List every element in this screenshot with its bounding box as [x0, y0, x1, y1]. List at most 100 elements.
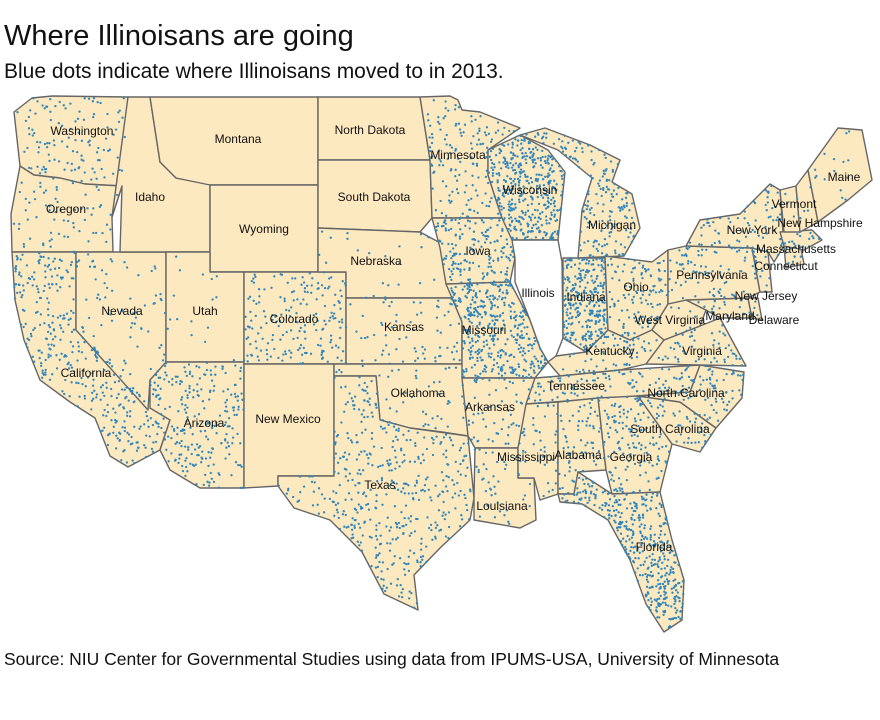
migration-dot	[408, 597, 411, 600]
migration-dot	[681, 384, 684, 388]
migration-dot	[536, 341, 540, 344]
migration-dot	[640, 272, 643, 275]
migration-dot	[469, 353, 472, 356]
migration-dot	[357, 491, 360, 494]
migration-dot	[579, 491, 582, 494]
migration-dot	[524, 369, 527, 372]
migration-dot	[592, 454, 595, 457]
migration-dot	[624, 468, 627, 471]
migration-dot	[598, 319, 601, 322]
migration-dot	[408, 590, 411, 593]
migration-dot	[396, 488, 400, 491]
migration-dot	[47, 323, 50, 327]
migration-dot	[449, 302, 452, 305]
migration-dot	[631, 386, 634, 389]
migration-dot	[647, 480, 650, 483]
migration-dot	[391, 563, 394, 566]
migration-dot	[507, 520, 510, 523]
migration-dot	[537, 364, 540, 367]
migration-dot	[583, 215, 586, 219]
migration-dot	[519, 229, 522, 232]
migration-dot	[489, 226, 492, 229]
migration-dot	[632, 560, 635, 563]
migration-dot	[754, 219, 757, 222]
migration-dot	[351, 533, 354, 536]
migration-dot	[299, 490, 302, 494]
migration-dot	[121, 308, 124, 312]
migration-dot	[726, 403, 729, 407]
migration-dot	[556, 209, 559, 212]
migration-dot	[653, 545, 657, 548]
migration-dot	[465, 296, 469, 299]
migration-dot	[596, 284, 600, 288]
migration-dot	[338, 320, 341, 323]
migration-dot	[504, 165, 508, 169]
migration-dot	[18, 283, 21, 286]
migration-dot	[166, 327, 169, 330]
migration-dot	[584, 451, 587, 454]
migration-dot	[21, 253, 24, 256]
migration-dot	[639, 448, 643, 451]
migration-dot	[129, 390, 132, 393]
migration-dot	[154, 267, 157, 270]
migration-dot	[553, 213, 557, 216]
migration-dot	[633, 313, 636, 316]
migration-dot	[502, 178, 506, 182]
migration-dot	[451, 272, 454, 276]
migration-dot	[78, 395, 81, 398]
migration-dot	[637, 337, 640, 340]
migration-dot	[581, 147, 584, 150]
migration-dot	[154, 420, 157, 423]
migration-dot	[511, 146, 514, 149]
migration-dot	[687, 386, 691, 389]
migration-dot	[106, 410, 110, 414]
migration-dot	[188, 370, 192, 373]
migration-dot	[649, 527, 652, 531]
migration-dot	[577, 420, 581, 423]
migration-dot	[708, 291, 711, 294]
migration-dot	[48, 325, 52, 329]
migration-dot	[254, 340, 257, 343]
migration-dot	[37, 260, 40, 263]
migration-dot	[504, 296, 507, 299]
migration-dot	[633, 266, 637, 269]
migration-dot	[616, 490, 619, 493]
migration-dot	[584, 262, 588, 265]
migration-dot	[619, 523, 622, 526]
migration-dot	[548, 222, 551, 225]
migration-dot	[588, 319, 591, 322]
migration-dot	[39, 313, 43, 316]
migration-dot	[621, 490, 624, 493]
migration-dot	[455, 304, 459, 308]
migration-dot	[686, 441, 690, 444]
migration-dot	[667, 580, 671, 583]
migration-dot	[759, 275, 762, 278]
migration-dot	[381, 282, 385, 285]
migration-dot	[473, 301, 476, 304]
migration-dot	[641, 276, 644, 280]
migration-dot	[570, 323, 573, 326]
migration-dot	[669, 571, 672, 574]
migration-dot	[566, 400, 569, 403]
migration-dot	[446, 402, 449, 405]
migration-dot	[609, 257, 613, 261]
migration-dot	[210, 426, 214, 430]
migration-dot	[581, 279, 584, 282]
migration-dot	[232, 358, 236, 362]
migration-dot	[200, 388, 203, 391]
migration-dot	[637, 557, 640, 560]
migration-dot	[344, 513, 347, 517]
migration-dot	[736, 216, 740, 220]
migration-dot	[446, 346, 449, 350]
migration-dot	[351, 517, 354, 520]
migration-dot	[331, 314, 334, 318]
migration-dot	[512, 153, 515, 157]
migration-dot	[186, 396, 189, 400]
migration-dot	[38, 323, 42, 327]
migration-dot	[404, 482, 407, 485]
migration-dot	[600, 395, 603, 398]
migration-dot	[623, 497, 626, 501]
migration-dot	[635, 507, 639, 510]
migration-dot	[544, 215, 548, 218]
migration-dot	[575, 369, 578, 373]
